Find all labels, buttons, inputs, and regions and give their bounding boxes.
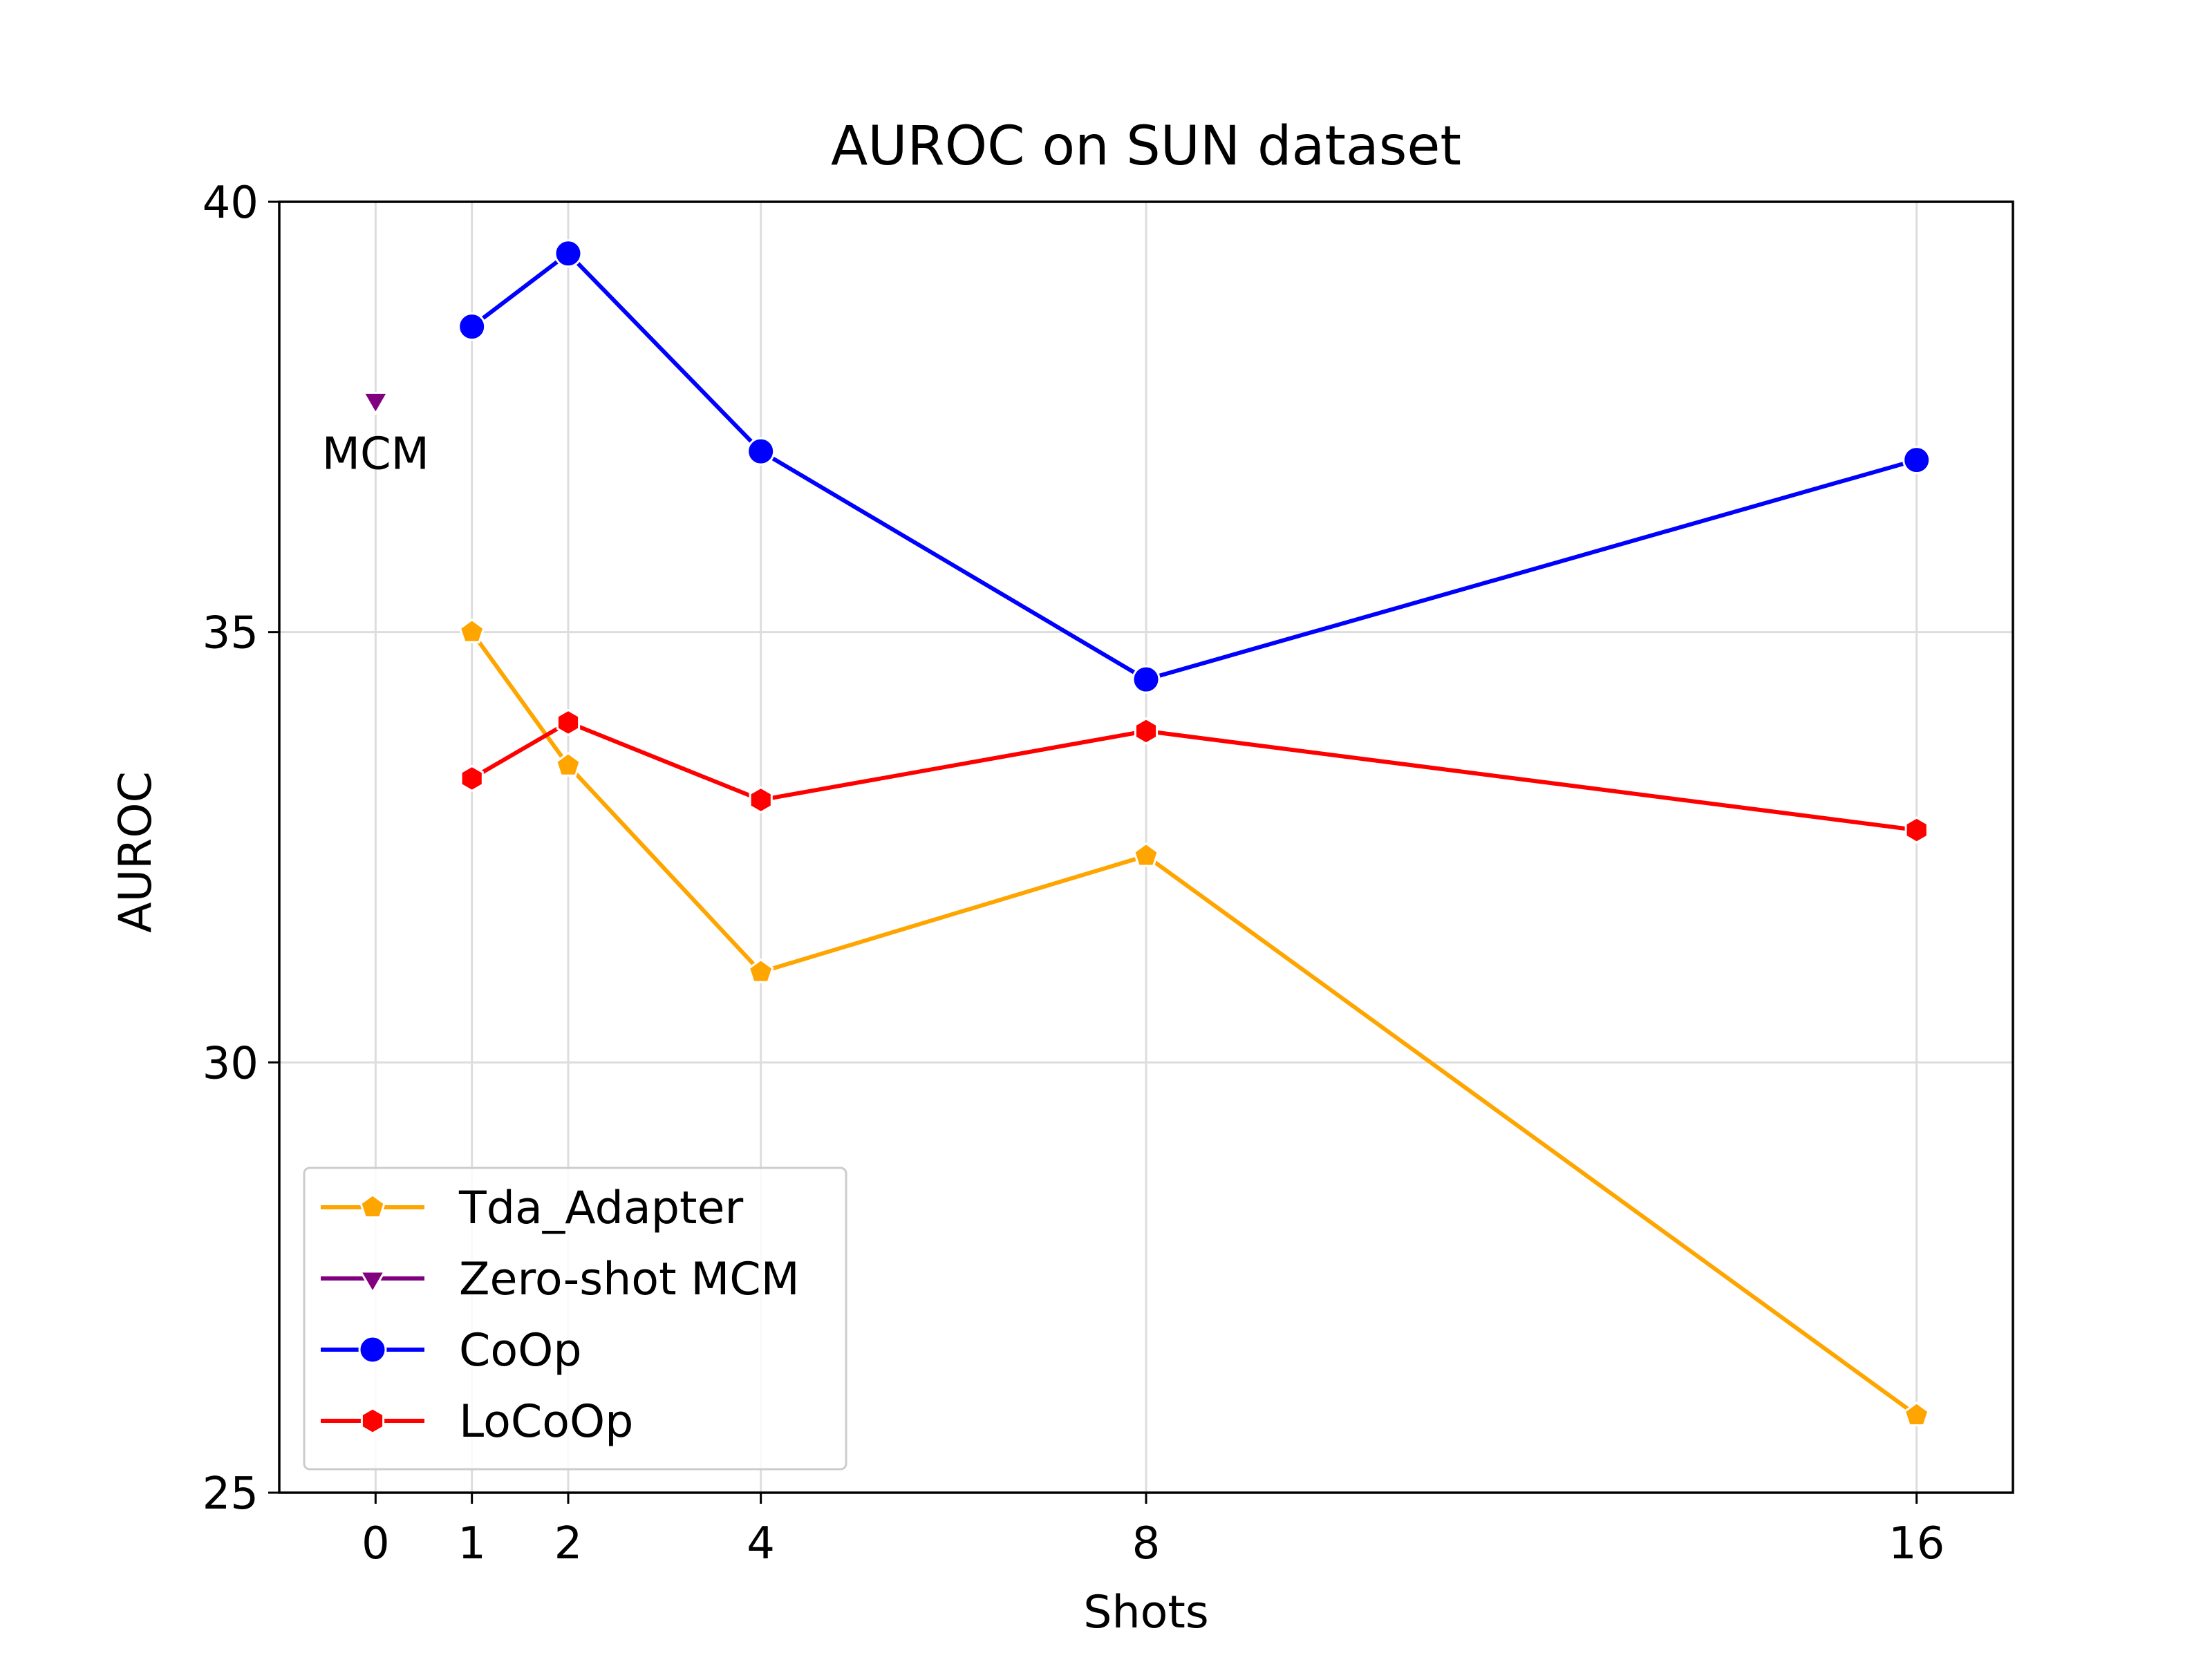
data-point (1132, 665, 1161, 694)
x-tick-label: 4 (747, 1518, 775, 1569)
data-point (460, 764, 484, 793)
chart-title: AUROC on SUN dataset (831, 115, 1461, 178)
x-tick-label: 2 (554, 1518, 583, 1569)
legend-marker (359, 1270, 386, 1295)
legend: Tda_Adapter Zero-shot MCM CoOp LoCoOp (303, 1167, 847, 1471)
y-tick-label: 30 (203, 1038, 259, 1089)
data-point (555, 751, 581, 777)
data-point (747, 958, 774, 983)
legend-marker (360, 1407, 385, 1435)
legend-marker (359, 1193, 386, 1219)
data-point (1903, 1401, 1930, 1426)
x-tick-label: 16 (1888, 1518, 1944, 1569)
legend-label: Tda_Adapter (458, 1182, 743, 1234)
annotation-label: MCM (322, 428, 429, 480)
data-point (554, 239, 583, 268)
series-line (471, 720, 1918, 833)
x-axis-label: Shots (1083, 1587, 1209, 1639)
plot-area: 0 1 2 4 8 16 25 30 35 40 MCM Tda_Adapter Zero-shot M… (203, 178, 2014, 1569)
legend-box (303, 1167, 847, 1471)
data-point (747, 437, 776, 466)
legend-label: Zero-shot MCM (459, 1254, 800, 1305)
y-tick-label: 35 (203, 608, 259, 659)
series-coop (458, 239, 1931, 694)
legend-marker (358, 1335, 387, 1364)
series-zero-shot-mcm (362, 391, 390, 416)
x-tick-label: 8 (1132, 1518, 1161, 1569)
data-point (556, 708, 581, 737)
data-point (1902, 446, 1931, 475)
legend-label: LoCoOp (459, 1396, 633, 1448)
data-point (362, 391, 390, 416)
x-tick-label: 1 (458, 1518, 486, 1569)
data-point (458, 312, 487, 341)
series-line (470, 251, 1918, 682)
series-tda-adapter (458, 618, 1930, 1426)
data-point (1133, 842, 1159, 867)
series-locoop (460, 708, 1929, 844)
data-point (1904, 816, 1929, 844)
y-tick-label: 40 (203, 178, 259, 229)
data-point (458, 618, 485, 643)
x-tick-label: 0 (362, 1518, 390, 1569)
y-tick-label: 25 (203, 1469, 259, 1520)
legend-label: CoOp (459, 1325, 582, 1377)
y-axis-label: AUROC (110, 771, 162, 933)
data-point (749, 786, 773, 814)
data-point (1134, 717, 1159, 745)
